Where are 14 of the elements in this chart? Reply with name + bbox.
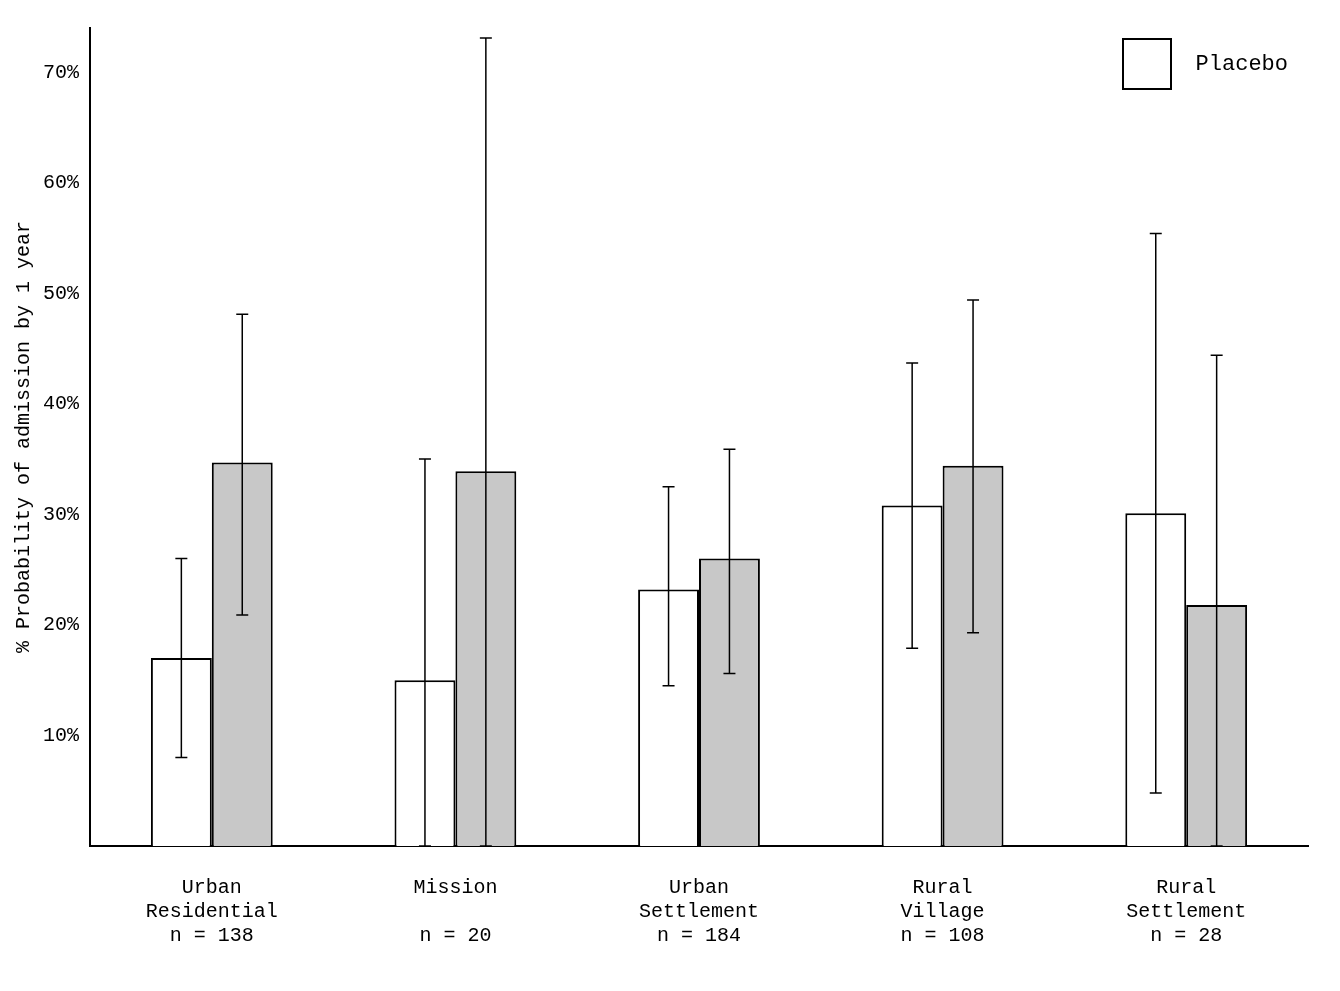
y-tick-label: 20%: [42, 613, 80, 637]
y-tick-label: 70%: [42, 60, 80, 84]
x-tick-label: Rural Village n = 108: [900, 876, 985, 948]
x-tick-label: Urban Residential n = 138: [145, 876, 278, 948]
y-tick-label: 10%: [42, 723, 80, 747]
category-label: Mission n = 20: [413, 876, 498, 948]
x-tick-label: Urban Settlement n = 184: [638, 876, 760, 948]
text: Placebo: [1195, 51, 1288, 77]
x-tick-label: Rural Settlement n = 28: [1126, 876, 1247, 948]
y-tick-label: 40%: [42, 392, 80, 416]
y-tick-label: 60%: [42, 171, 80, 195]
y-axis-title: % Probability of admission by 1 year: [12, 220, 36, 654]
y-tick-label: 30%: [42, 502, 80, 526]
y-tick-label: 50%: [42, 281, 80, 305]
